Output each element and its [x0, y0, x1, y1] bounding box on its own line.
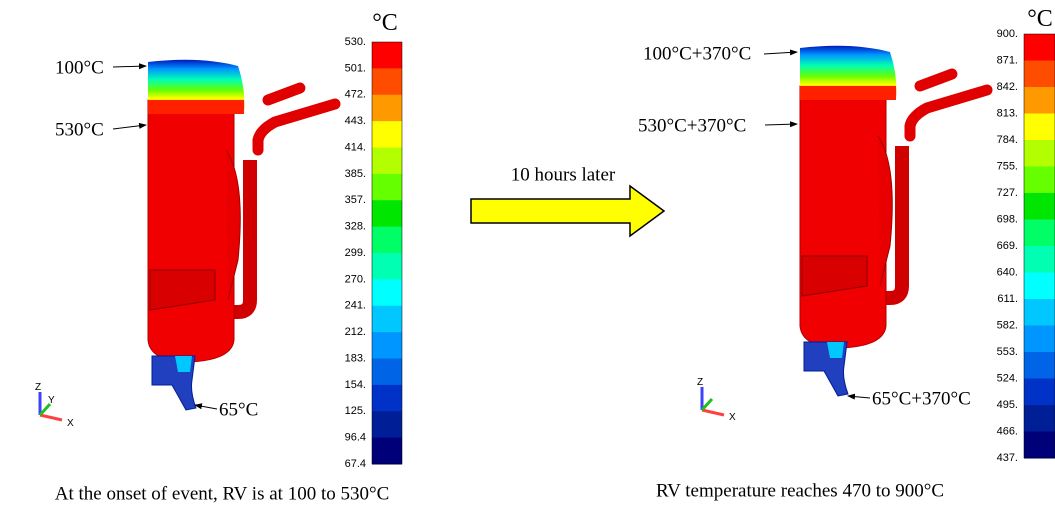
arrow: [765, 124, 797, 125]
triad-label: Z: [35, 382, 41, 393]
colorbar-band: [1024, 87, 1055, 114]
colorbar-unit: °C: [372, 10, 398, 36]
colorbar-label: 472.: [345, 89, 366, 101]
colorbar-label: 414.: [345, 141, 366, 153]
colorbar-label: 125.: [345, 405, 366, 417]
colorbar-label: 328.: [345, 221, 366, 233]
colorbar-label: 524.: [997, 372, 1018, 384]
colorbar-band: [372, 227, 402, 254]
colorbar-label: 698.: [997, 213, 1018, 225]
colorbar-label: 669.: [997, 240, 1018, 252]
colorbar-band: [372, 306, 402, 333]
colorbar-label: 530.: [345, 36, 366, 48]
colorbar-label: 611.: [997, 293, 1018, 305]
axis-triad: Z Y X: [35, 382, 74, 429]
colorbar-band: [1024, 432, 1055, 459]
colorbar-label: 357.: [345, 194, 366, 206]
colorbar-band: [1024, 114, 1055, 141]
colorbar-label: 495.: [997, 399, 1018, 411]
colorbar-band: [1024, 140, 1055, 167]
triad-label: X: [729, 412, 736, 423]
annotation: 530°C: [55, 119, 104, 140]
colorbar-unit: °C: [1027, 6, 1053, 32]
colorbar-label: 466.: [997, 425, 1018, 437]
vessel-right: [800, 46, 987, 396]
colorbar-label: 727.: [997, 187, 1018, 199]
figure: 100°C 530°C 65°C 100°C+370°C 530°C+370°C…: [0, 0, 1055, 505]
colorbar-label: 582.: [997, 319, 1018, 331]
colorbar-label: 154.: [345, 379, 366, 391]
colorbar-band: [372, 200, 402, 227]
transition-arrow: [471, 186, 664, 236]
vessel-left: [148, 60, 335, 410]
annotation: 65°C+370°C: [872, 388, 971, 409]
colorbar-band: [372, 438, 402, 465]
triad-label: X: [67, 418, 74, 429]
triad-label: Y: [48, 395, 55, 406]
arrow: [848, 396, 870, 398]
colorbar-band: [1024, 220, 1055, 247]
colorbar-label: 385.: [345, 168, 366, 180]
colorbar-label: 299.: [345, 247, 366, 259]
colorbar-band: [372, 68, 402, 95]
arrow: [764, 52, 797, 54]
arrow: [113, 66, 146, 67]
colorbar-band: [372, 121, 402, 148]
triad-label: Z: [697, 377, 703, 388]
colorbar-band: [1024, 405, 1055, 432]
annotation: 65°C: [219, 399, 258, 420]
annotation: 530°C+370°C: [638, 115, 746, 136]
colorbar-band: [372, 332, 402, 359]
arrow: [195, 405, 217, 409]
colorbar-label: 755.: [997, 160, 1018, 172]
colorbar-label: 784.: [997, 134, 1018, 146]
colorbar-band: [1024, 34, 1055, 61]
colorbar-band: [372, 42, 402, 69]
colorbar-label: 270.: [345, 273, 366, 285]
colorbar-label: 212.: [345, 326, 366, 338]
colorbar-label: 96.4: [345, 432, 366, 444]
colorbar-band: [372, 385, 402, 412]
colorbar-band: [1024, 379, 1055, 406]
caption: RV temperature reaches 470 to 900°C: [656, 480, 944, 501]
colorbar-band: [372, 95, 402, 122]
colorbar-band: [372, 279, 402, 306]
colorbar-label: 501.: [345, 62, 366, 74]
axis-triad: Z X: [697, 377, 736, 423]
colorbar-label: 640.: [997, 266, 1018, 278]
colorbar-band: [1024, 299, 1055, 326]
colorbar-band: [372, 359, 402, 386]
caption: At the onset of event, RV is at 100 to 5…: [55, 483, 390, 504]
colorbar-label: 183.: [345, 352, 366, 364]
colorbar-band: [1024, 167, 1055, 194]
annotation: 100°C+370°C: [643, 43, 751, 64]
arrow: [113, 125, 146, 129]
colorbar-band: [372, 148, 402, 175]
annotation: 100°C: [55, 57, 104, 78]
colorbar-label: 443.: [345, 115, 366, 127]
colorbar-label: 842.: [997, 81, 1018, 93]
colorbar-band: [1024, 246, 1055, 273]
colorbar-label: 437.: [997, 452, 1018, 464]
colorbar-label: 553.: [997, 346, 1018, 358]
colorbar-band: [1024, 352, 1055, 379]
colorbar-label: 871.: [997, 54, 1018, 66]
colorbar-band: [372, 411, 402, 438]
transition-label: 10 hours later: [511, 164, 616, 185]
colorbar-label: 900.: [997, 28, 1018, 40]
colorbar-band: [372, 253, 402, 280]
colorbar-band: [1024, 273, 1055, 300]
colorbar-band: [1024, 193, 1055, 220]
colorbar-band: [1024, 61, 1055, 88]
colorbar-label: 241.: [345, 300, 366, 312]
colorbar-label: 67.4: [345, 458, 366, 470]
colorbar-band: [1024, 326, 1055, 353]
colorbar-band: [372, 174, 402, 201]
colorbar-label: 813.: [997, 107, 1018, 119]
